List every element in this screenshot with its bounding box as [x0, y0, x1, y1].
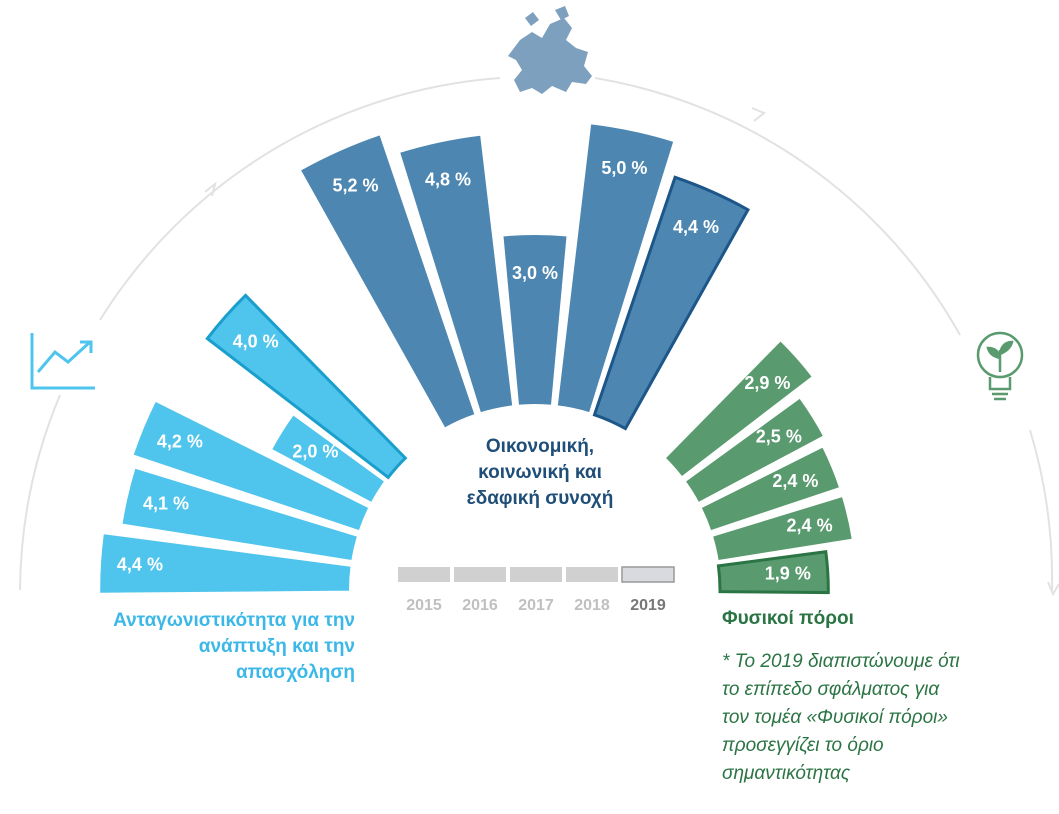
legend-swatch: [398, 567, 450, 582]
value-label: 1,9 %: [765, 563, 811, 583]
bar: [397, 133, 515, 415]
value-label: 5,2 %: [332, 176, 378, 196]
bar: [555, 122, 676, 415]
value-label: 2,9 %: [744, 373, 790, 393]
value-label: 2,4 %: [787, 515, 833, 535]
bar: [716, 550, 830, 595]
value-label: 2,0 %: [292, 442, 338, 462]
value-label: 4,8 %: [425, 169, 471, 189]
legend-swatch: [621, 566, 675, 583]
bar: [131, 399, 371, 533]
legend-label: 2018: [574, 597, 610, 614]
legend-swatch: [454, 567, 506, 582]
bar: [663, 338, 815, 479]
legend-label: 2016: [462, 597, 498, 614]
bar: [683, 396, 826, 505]
bar: [120, 466, 360, 563]
value-label: 2,4 %: [772, 471, 818, 491]
eu-map-icon: [508, 6, 592, 94]
value-label: 2,5 %: [756, 426, 802, 446]
legend-label: 2015: [406, 597, 442, 614]
bar: [269, 412, 387, 505]
legend-label: 2017: [518, 597, 554, 614]
value-label: 3,0 %: [512, 263, 558, 283]
bar: [205, 293, 408, 480]
bulb-icon: [976, 331, 1024, 401]
value-label: 4,2 %: [157, 432, 203, 452]
background-arc: [19, 77, 1059, 597]
bar: [592, 175, 750, 431]
value-label: 4,0 %: [233, 332, 279, 352]
bar: [501, 233, 569, 407]
value-label: 5,0 %: [601, 158, 647, 178]
value-label: 4,4 %: [117, 555, 163, 575]
growth-icon: [30, 333, 95, 390]
value-label: 4,4 %: [673, 217, 719, 237]
group-label: Οικονομική, κοινωνική και εδαφική συνοχή: [466, 436, 614, 509]
legend-swatch: [566, 567, 618, 582]
footnote: * Το 2019 διαπιστώνουμε ότι το επίπεδο σ…: [722, 651, 960, 784]
legend-label: 2019: [630, 597, 666, 614]
bar: [98, 531, 353, 595]
bar: [710, 494, 854, 563]
bar: [298, 132, 477, 430]
bar: [699, 445, 842, 533]
legend-swatch: [510, 567, 562, 582]
value-label: 4,1 %: [143, 494, 189, 514]
group-label: Ανταγωνιστικότητα για την ανάπτυξη και τ…: [113, 610, 355, 683]
group-label: Φυσικοί πόροι: [722, 608, 854, 629]
